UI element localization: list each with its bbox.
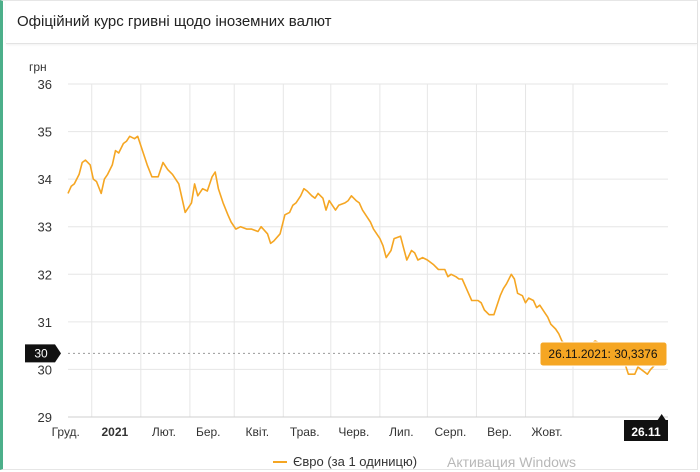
- panel-header: Офіційний курс гривні щодо іноземних вал…: [6, 1, 697, 44]
- x-tick-label: Бер.: [196, 425, 221, 439]
- y-tick-label: 32: [38, 267, 52, 282]
- crosshair-x-label: 26.11: [631, 425, 661, 439]
- y-tick-label: 33: [38, 220, 52, 235]
- tooltip-box: [539, 341, 668, 367]
- crosshair-x-badge: [624, 414, 668, 441]
- crosshair-y-badge: [25, 344, 61, 363]
- x-tick-label: Лип.: [389, 425, 413, 439]
- x-tick-label: Вер.: [487, 425, 512, 439]
- y-tick-label: 36: [38, 77, 52, 92]
- x-tick-label: Черв.: [338, 425, 369, 439]
- x-tick-label: Трав.: [290, 425, 320, 439]
- crosshair-y-label: 30: [34, 346, 48, 360]
- x-tick-label: Груд.: [52, 425, 80, 439]
- page-title: Офіційний курс гривні щодо іноземних вал…: [17, 13, 332, 30]
- x-tick-label: Лют.: [152, 425, 176, 439]
- y-axis-label: грн: [29, 60, 47, 74]
- x-tick-label: Жовт.: [531, 425, 562, 439]
- tooltip-text: 26.11.2021: 30,3376: [548, 347, 658, 361]
- x-tick-label: Серп.: [435, 425, 467, 439]
- y-tick-label: 34: [38, 172, 52, 187]
- y-tick-label: 30: [38, 362, 52, 377]
- x-tick-label: Квіт.: [246, 425, 270, 439]
- x-tick-label: 2021: [101, 425, 128, 439]
- legend-label: Євро (за 1 одиницю): [293, 454, 417, 469]
- y-tick-label: 35: [38, 125, 52, 140]
- y-tick-label: 29: [38, 410, 52, 425]
- windows-activation-watermark: Активация Windows: [447, 454, 577, 470]
- y-tick-label: 31: [38, 315, 52, 330]
